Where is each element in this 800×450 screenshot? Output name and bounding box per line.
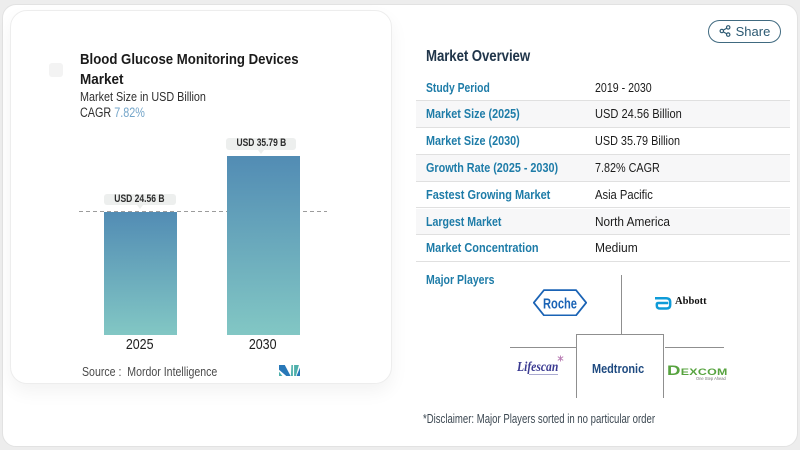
svg-text:Roche: Roche [543,296,577,312]
